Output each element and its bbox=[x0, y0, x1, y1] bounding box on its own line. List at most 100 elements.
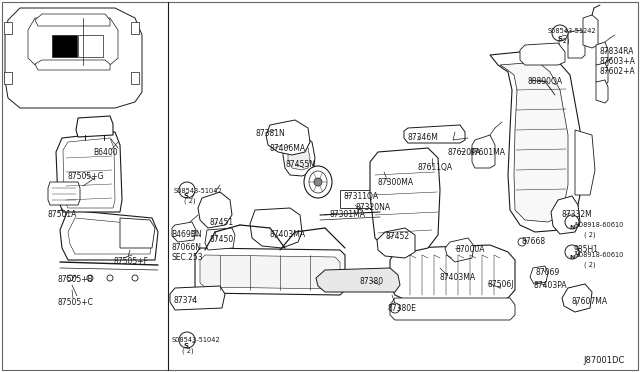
Text: 87601MA: 87601MA bbox=[469, 148, 505, 157]
Text: 87505+C: 87505+C bbox=[58, 298, 94, 307]
Text: ( 2): ( 2) bbox=[584, 262, 596, 269]
Polygon shape bbox=[198, 192, 232, 228]
Bar bbox=[4, 22, 12, 34]
Bar bbox=[340, 190, 385, 208]
Circle shape bbox=[179, 332, 195, 348]
Text: S08543-51042: S08543-51042 bbox=[174, 188, 223, 194]
Text: 87406MA: 87406MA bbox=[270, 144, 306, 153]
Text: SEC.253: SEC.253 bbox=[171, 253, 203, 262]
Text: 87501A: 87501A bbox=[47, 210, 76, 219]
Polygon shape bbox=[551, 196, 580, 234]
Text: 87505+B: 87505+B bbox=[58, 275, 93, 284]
Polygon shape bbox=[390, 245, 515, 302]
Text: 87450: 87450 bbox=[209, 235, 233, 244]
Polygon shape bbox=[48, 182, 80, 205]
Text: 87451: 87451 bbox=[209, 218, 233, 227]
Polygon shape bbox=[445, 238, 474, 262]
Text: 985H1: 985H1 bbox=[574, 245, 599, 254]
Polygon shape bbox=[283, 135, 315, 176]
Bar bbox=[131, 22, 139, 34]
Polygon shape bbox=[200, 255, 340, 289]
Polygon shape bbox=[266, 120, 310, 155]
Polygon shape bbox=[56, 132, 122, 212]
Text: 88890QA: 88890QA bbox=[527, 77, 562, 86]
Bar bbox=[52, 35, 77, 57]
Polygon shape bbox=[520, 43, 565, 65]
Circle shape bbox=[390, 303, 400, 313]
Text: J87001DC: J87001DC bbox=[583, 356, 625, 365]
Polygon shape bbox=[490, 50, 582, 232]
Text: 87455M: 87455M bbox=[286, 160, 317, 169]
Text: S08543-51042: S08543-51042 bbox=[172, 337, 221, 343]
Text: N08918-60610: N08918-60610 bbox=[574, 252, 623, 258]
Text: 87403MA: 87403MA bbox=[440, 273, 476, 282]
Ellipse shape bbox=[314, 178, 322, 186]
Text: B469BN: B469BN bbox=[171, 230, 202, 239]
Text: 87066N: 87066N bbox=[171, 243, 201, 252]
Text: 87000A: 87000A bbox=[455, 245, 484, 254]
Circle shape bbox=[107, 275, 113, 281]
Polygon shape bbox=[35, 14, 110, 26]
Circle shape bbox=[67, 275, 73, 281]
Polygon shape bbox=[205, 228, 235, 250]
Polygon shape bbox=[316, 268, 400, 292]
Text: N: N bbox=[570, 255, 575, 260]
Text: 87620PA: 87620PA bbox=[447, 148, 481, 157]
Text: 87505+F: 87505+F bbox=[113, 257, 148, 266]
Text: S08543-51242: S08543-51242 bbox=[548, 28, 596, 34]
Polygon shape bbox=[172, 222, 196, 242]
Text: N: N bbox=[570, 225, 575, 230]
Text: 87380E: 87380E bbox=[388, 304, 417, 313]
Polygon shape bbox=[120, 218, 155, 248]
Polygon shape bbox=[195, 248, 345, 295]
Text: S: S bbox=[184, 343, 189, 349]
Circle shape bbox=[132, 275, 138, 281]
Text: 87346M: 87346M bbox=[408, 133, 439, 142]
Circle shape bbox=[518, 238, 526, 246]
Polygon shape bbox=[68, 218, 152, 254]
Polygon shape bbox=[530, 266, 548, 284]
Text: 87506J: 87506J bbox=[488, 280, 515, 289]
Polygon shape bbox=[568, 30, 585, 58]
Text: 87403MA: 87403MA bbox=[270, 230, 306, 239]
Polygon shape bbox=[377, 228, 415, 258]
Polygon shape bbox=[575, 130, 595, 195]
Text: S: S bbox=[184, 193, 189, 199]
Polygon shape bbox=[35, 60, 110, 70]
Polygon shape bbox=[583, 15, 598, 48]
Circle shape bbox=[179, 182, 195, 198]
Polygon shape bbox=[500, 62, 568, 222]
Text: 87069: 87069 bbox=[535, 268, 559, 277]
Text: 87301MA: 87301MA bbox=[330, 210, 366, 219]
Polygon shape bbox=[28, 18, 118, 65]
Polygon shape bbox=[390, 298, 515, 320]
Polygon shape bbox=[5, 8, 142, 108]
Polygon shape bbox=[60, 210, 158, 260]
Text: ( 2): ( 2) bbox=[558, 38, 570, 45]
Text: B6400: B6400 bbox=[93, 148, 118, 157]
Text: 87603+A: 87603+A bbox=[600, 57, 636, 66]
Text: 87380: 87380 bbox=[360, 277, 384, 286]
Polygon shape bbox=[63, 138, 115, 208]
Text: 87452: 87452 bbox=[386, 232, 410, 241]
Text: 87602+A: 87602+A bbox=[600, 67, 636, 76]
Bar bbox=[78, 35, 103, 57]
Bar bbox=[131, 72, 139, 84]
Polygon shape bbox=[288, 142, 310, 170]
Text: 87611QA: 87611QA bbox=[418, 163, 453, 172]
Text: 87332M: 87332M bbox=[562, 210, 593, 219]
Polygon shape bbox=[76, 116, 113, 137]
Polygon shape bbox=[596, 63, 608, 85]
Circle shape bbox=[428, 166, 436, 174]
Text: 87668: 87668 bbox=[521, 237, 545, 246]
Polygon shape bbox=[404, 125, 465, 143]
Circle shape bbox=[565, 245, 579, 259]
Polygon shape bbox=[472, 135, 495, 168]
Text: 87300MA: 87300MA bbox=[378, 178, 414, 187]
Text: 87505+G: 87505+G bbox=[68, 172, 104, 181]
Text: 87374: 87374 bbox=[174, 296, 198, 305]
Text: ( 2): ( 2) bbox=[184, 198, 196, 205]
Text: ( 2): ( 2) bbox=[584, 232, 596, 238]
Polygon shape bbox=[596, 80, 608, 103]
Text: N08918-60610: N08918-60610 bbox=[574, 222, 623, 228]
